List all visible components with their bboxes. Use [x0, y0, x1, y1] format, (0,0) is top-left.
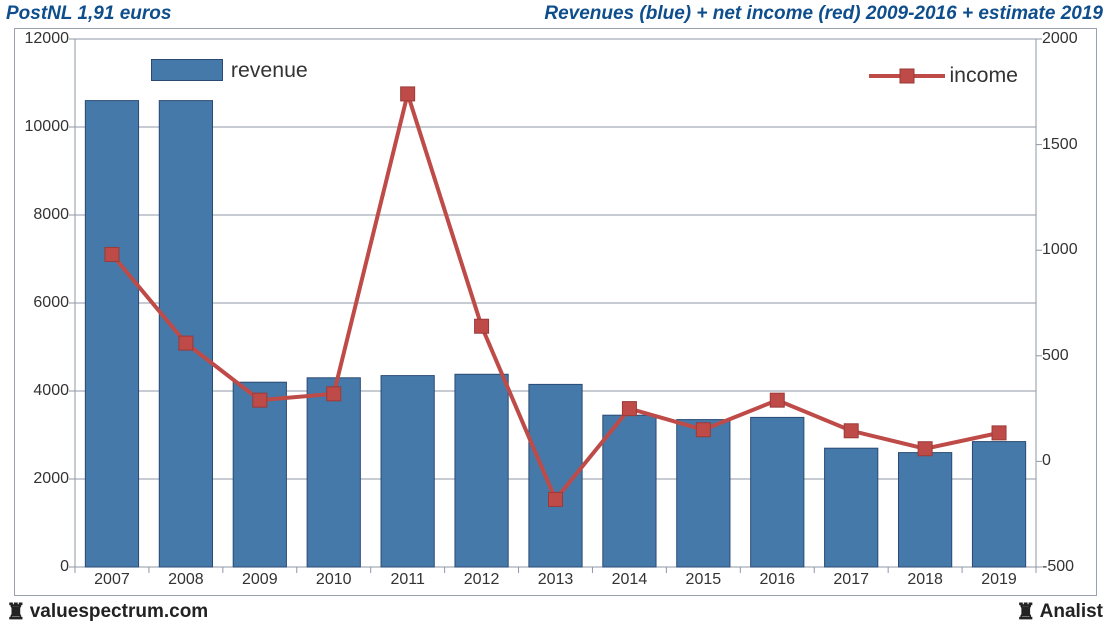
header-left-title: PostNL 1,91 euros	[6, 3, 171, 25]
rook-icon: ♜	[1016, 601, 1036, 623]
bar	[307, 378, 360, 567]
income-marker	[696, 423, 710, 437]
footer-left-brand: ♜ valuespectrum.com	[6, 601, 208, 623]
chart-footer: ♜ valuespectrum.com ♜ Analist	[0, 596, 1111, 627]
footer-right-brand: ♜ Analist	[1016, 601, 1103, 623]
plot-border: revenue income 0200040006000800010000120…	[14, 28, 1097, 596]
y-left-tick-label: 10000	[15, 118, 69, 136]
chart-svg	[75, 39, 1036, 567]
y-left-tick-label: 2000	[15, 470, 69, 488]
income-marker	[105, 247, 119, 261]
income-marker	[401, 87, 415, 101]
y-left-tick-label: 0	[15, 558, 69, 576]
income-marker	[327, 387, 341, 401]
y-left-tick-label: 12000	[15, 30, 69, 48]
y-right-tick-label: -500	[1042, 558, 1096, 576]
legend-income: income	[869, 63, 1018, 88]
income-marker	[992, 426, 1006, 440]
header-right-title: Revenues (blue) + net income (red) 2009-…	[544, 3, 1103, 25]
legend-revenue: revenue	[151, 58, 308, 83]
income-marker	[844, 424, 858, 438]
x-tick-label: 2019	[981, 571, 1017, 589]
bar	[972, 442, 1025, 567]
income-marker	[253, 393, 267, 407]
income-marker	[622, 402, 636, 416]
bar	[381, 376, 434, 567]
bar	[159, 101, 212, 567]
y-right-tick-label: 500	[1042, 347, 1096, 365]
x-tick-label: 2017	[833, 571, 869, 589]
income-marker	[549, 492, 563, 506]
bar	[751, 417, 804, 567]
y-right-tick-label: 1000	[1042, 241, 1096, 259]
x-tick-label: 2010	[316, 571, 352, 589]
x-tick-label: 2009	[242, 571, 278, 589]
income-marker	[475, 319, 489, 333]
legend-revenue-label: revenue	[231, 58, 308, 83]
bar	[455, 374, 508, 567]
bar	[603, 415, 656, 567]
x-tick-label: 2007	[94, 571, 130, 589]
footer-left-text: valuespectrum.com	[30, 601, 208, 623]
y-right-tick-label: 1500	[1042, 136, 1096, 154]
x-tick-label: 2015	[686, 571, 722, 589]
y-left-tick-label: 8000	[15, 206, 69, 224]
y-left-tick-label: 4000	[15, 382, 69, 400]
income-marker	[770, 393, 784, 407]
plot-area: revenue income 0200040006000800010000120…	[75, 39, 1036, 567]
x-tick-label: 2013	[538, 571, 574, 589]
chart-header: PostNL 1,91 euros Revenues (blue) + net …	[0, 0, 1111, 28]
footer-right-text: Analist	[1040, 601, 1103, 623]
y-right-tick-label: 0	[1042, 452, 1096, 470]
y-left-tick-label: 6000	[15, 294, 69, 312]
y-right-tick-label: 2000	[1042, 30, 1096, 48]
bar	[825, 448, 878, 567]
income-marker	[179, 336, 193, 350]
legend-income-label: income	[949, 63, 1018, 88]
rook-icon: ♜	[6, 601, 26, 623]
x-tick-label: 2012	[464, 571, 500, 589]
bar	[85, 101, 138, 567]
income-marker	[918, 442, 932, 456]
x-tick-label: 2008	[168, 571, 204, 589]
chart-root: { "header": { "left": "PostNL 1,91 euros…	[0, 0, 1111, 627]
bar	[233, 382, 286, 567]
x-tick-label: 2016	[759, 571, 795, 589]
bar	[899, 453, 952, 567]
x-tick-label: 2018	[907, 571, 943, 589]
x-tick-label: 2014	[612, 571, 648, 589]
x-tick-label: 2011	[390, 571, 424, 589]
legend-income-sample	[869, 66, 945, 86]
bar	[677, 420, 730, 567]
legend-revenue-swatch	[151, 59, 223, 81]
